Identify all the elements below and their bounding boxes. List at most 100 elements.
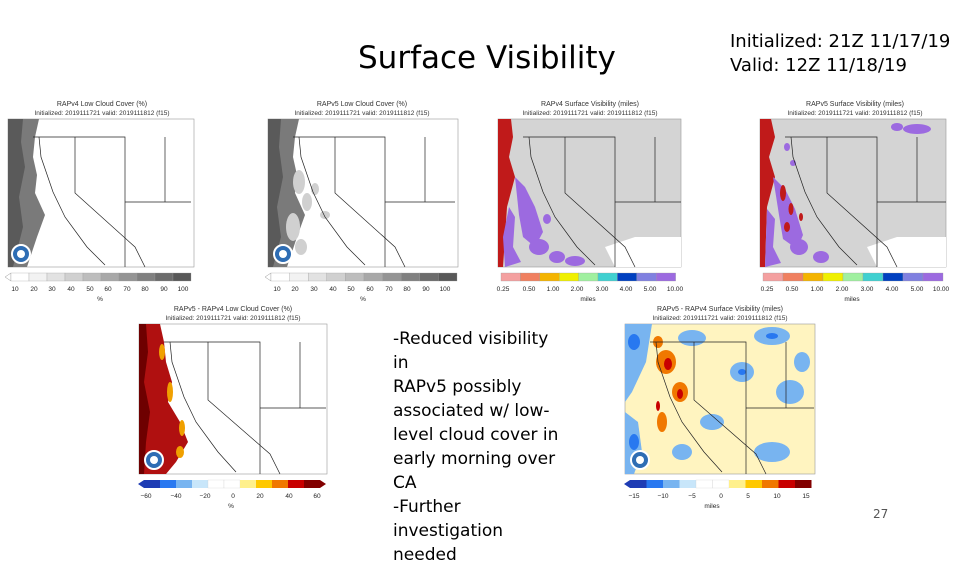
colorbar <box>762 272 944 282</box>
colorbar-swatch <box>118 272 138 282</box>
colorbar-tick: −5 <box>688 493 696 500</box>
panel-title: RAPv5 Low Cloud Cover (%) <box>317 101 407 108</box>
panel-title: RAPv5 Surface Visibility (miles) <box>806 101 904 108</box>
colorbar-swatch <box>326 272 346 282</box>
run-info: Initialized: 21Z 11/17/19 Valid: 12Z 11/… <box>730 30 950 78</box>
colorbar-swatch <box>345 272 365 282</box>
colorbar-tick: 80 <box>141 286 149 293</box>
panel-subtitle: Initialized: 2019111721 valid: 201911181… <box>165 315 300 322</box>
colorbar-tick: 80 <box>403 286 411 293</box>
colorbar-swatch <box>902 272 924 282</box>
colorbar-swatch <box>136 272 156 282</box>
colorbar-swatch <box>617 272 637 282</box>
colorbar-swatch <box>308 272 327 282</box>
cloud-region-dense <box>8 119 25 267</box>
colorbar-swatch <box>712 479 730 489</box>
colorbar-tick: 5 <box>746 493 750 500</box>
colorbar-tick: 100 <box>440 286 451 293</box>
colorbar-tick: 3.00 <box>596 286 609 293</box>
colorbar-tick: 2.00 <box>571 286 584 293</box>
colorbar-swatch <box>500 272 521 282</box>
valid-line: Valid: 12Z 11/18/19 <box>730 55 907 76</box>
cloud-increase-region <box>139 324 188 474</box>
visibility-decrease-strong <box>628 333 778 450</box>
colorbar-tick: 2.00 <box>836 286 849 293</box>
colorbar-tick: 60 <box>104 286 112 293</box>
panel-title: RAPv5 - RAPv4 Surface Visibility (miles) <box>657 306 783 313</box>
colorbar-swatch <box>762 480 779 488</box>
low-visibility-region <box>760 119 775 267</box>
colorbar-swatch <box>172 272 192 282</box>
colorbar-tick: 0 <box>719 493 723 500</box>
note-line: level cloud cover in <box>393 425 559 445</box>
noaa-logo-inner <box>17 250 25 258</box>
note-line: -Reduced visibility in <box>393 329 549 373</box>
colorbar-swatch <box>240 480 256 488</box>
clear-region <box>867 237 946 267</box>
map-area <box>7 118 195 268</box>
panel-title: RAPv4 Low Cloud Cover (%) <box>57 101 147 108</box>
colorbar-swatch <box>100 272 120 282</box>
colorbar-tick: 4.00 <box>886 286 899 293</box>
colorbar-swatch <box>288 480 304 488</box>
colorbar-tick: 10 <box>773 493 781 500</box>
colorbar-swatch <box>223 479 241 489</box>
diff-low-cloud-panel: RAPv5 - RAPv4 Low Cloud Cover (%) Initia… <box>136 302 330 512</box>
panel-subtitle: Initialized: 2019111721 valid: 201911181… <box>522 110 657 117</box>
colorbar-swatch <box>64 272 84 282</box>
colorbar-tick: −15 <box>628 493 639 500</box>
colorbar-swatch <box>207 479 225 489</box>
colorbar-swatch <box>597 272 618 282</box>
colorbar-swatch <box>762 272 784 282</box>
colorbar-tick: 1.00 <box>547 286 560 293</box>
colorbar-tick: 30 <box>48 286 56 293</box>
colorbar-tick: 50 <box>86 286 94 293</box>
colorbar-swatch <box>46 272 66 282</box>
visibility-patches <box>503 177 585 267</box>
colorbar <box>265 272 458 282</box>
state-borders <box>293 136 455 268</box>
cloud-increase-edges <box>159 344 185 458</box>
state-borders <box>785 136 946 268</box>
noaa-logo-inner <box>636 456 644 464</box>
state-borders <box>33 136 191 268</box>
colorbar-swatch <box>160 480 176 488</box>
colorbar-tick: 0.25 <box>761 286 774 293</box>
rapv5-low-cloud-panel: RAPv5 Low Cloud Cover (%) Initialized: 2… <box>265 97 460 305</box>
colorbar-swatch <box>802 272 824 282</box>
colorbar-swatch <box>782 272 804 282</box>
colorbar-swatch <box>382 272 402 282</box>
colorbar-tick: 0.50 <box>786 286 799 293</box>
colorbar-tick: 5.00 <box>644 286 657 293</box>
colorbar-swatch <box>922 272 944 282</box>
colorbar-tick: 100 <box>178 286 189 293</box>
colorbar-swatch <box>520 272 540 282</box>
visibility-patches-red <box>780 185 803 232</box>
colorbar-swatch <box>176 480 192 488</box>
colorbar-tick: 90 <box>160 286 168 293</box>
colorbar <box>138 479 326 489</box>
colorbar-swatch <box>270 272 290 282</box>
colorbar-unit: miles <box>580 296 596 303</box>
colorbar-swatch <box>154 272 174 282</box>
note-line: CA <box>393 473 417 493</box>
colorbar-tick: 70 <box>123 286 131 293</box>
colorbar-tick: 3.00 <box>861 286 874 293</box>
colorbar-swatch <box>272 480 288 488</box>
colorbar-unit: miles <box>844 296 860 303</box>
colorbar-tick: 20 <box>256 493 264 500</box>
diff-visibility-panel: RAPv5 - RAPv4 Surface Visibility (miles)… <box>622 302 818 512</box>
noaa-logo-inner <box>150 456 158 464</box>
colorbar-swatch <box>729 480 746 488</box>
colorbar-swatch <box>695 479 713 489</box>
note-line: associated w/ low- <box>393 401 550 421</box>
rapv5-visibility-panel: RAPv5 Surface Visibility (miles) Initial… <box>757 97 953 305</box>
colorbar-tick: 70 <box>385 286 393 293</box>
state-borders <box>650 341 814 475</box>
visibility-increase-strong <box>656 358 683 411</box>
colorbar-tick: 40 <box>285 493 293 500</box>
panel-title: RAPv5 - RAPv4 Low Cloud Cover (%) <box>174 306 292 313</box>
colorbar-swatch <box>192 480 208 488</box>
colorbar-swatch <box>630 480 647 488</box>
colorbar-tick: 5.00 <box>911 286 924 293</box>
